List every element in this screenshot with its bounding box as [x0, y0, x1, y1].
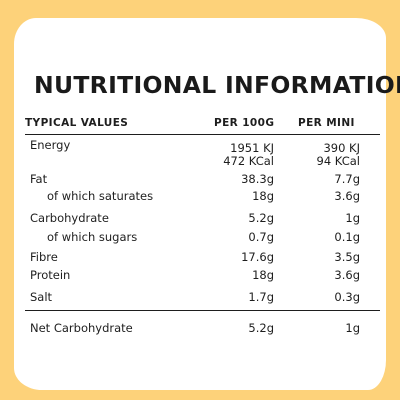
fat-permini: 7.7g	[334, 172, 360, 186]
protein-label: Protein	[30, 268, 71, 282]
protein-permini: 3.6g	[334, 268, 360, 282]
sugars-per100g: 0.7g	[248, 230, 274, 244]
fibre-per100g: 17.6g	[241, 250, 274, 264]
energy-permini-kcal: 94 KCal	[316, 154, 360, 168]
header-divider	[25, 134, 380, 135]
net-carbohydrate-label: Net Carbohydrate	[30, 321, 133, 335]
fat-per100g: 38.3g	[241, 172, 274, 186]
net-carb-divider	[25, 310, 380, 311]
energy-permini-kj: 390 KJ	[323, 141, 360, 155]
header-per-mini: PER MINI	[298, 117, 355, 129]
fibre-label: Fibre	[30, 250, 58, 264]
carbohydrate-permini: 1g	[345, 211, 360, 225]
fat-label: Fat	[30, 172, 48, 186]
net-carbohydrate-per100g: 5.2g	[248, 321, 274, 335]
net-carbohydrate-permini: 1g	[345, 321, 360, 335]
salt-label: Salt	[30, 290, 53, 304]
sugars-permini: 0.1g	[334, 230, 360, 244]
page-title: NUTRITIONAL INFORMATION	[34, 71, 400, 99]
salt-permini: 0.3g	[334, 290, 360, 304]
carbohydrate-label: Carbohydrate	[30, 211, 109, 225]
saturates-per100g: 18g	[252, 189, 274, 203]
energy-per100g-kj: 1951 KJ	[230, 141, 274, 155]
nutrition-card: NUTRITIONAL INFORMATION TYPICAL VALUES P…	[14, 18, 400, 390]
carbohydrate-per100g: 5.2g	[248, 211, 274, 225]
salt-per100g: 1.7g	[248, 290, 274, 304]
header-per-100g: PER 100G	[214, 117, 275, 129]
sugars-label: of which sugars	[47, 230, 138, 244]
energy-per100g-kcal: 472 KCal	[223, 154, 274, 168]
saturates-label: of which saturates	[47, 189, 154, 203]
saturates-permini: 3.6g	[334, 189, 360, 203]
protein-per100g: 18g	[252, 268, 274, 282]
energy-label: Energy	[30, 138, 71, 152]
header-typical-values: TYPICAL VALUES	[25, 117, 129, 129]
fibre-permini: 3.5g	[334, 250, 360, 264]
